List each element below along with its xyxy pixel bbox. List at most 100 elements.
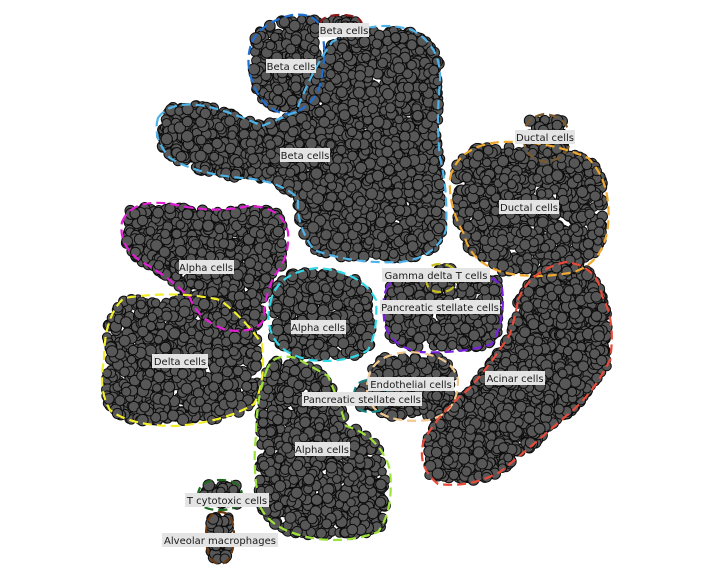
cell-point — [381, 177, 393, 189]
cell-point — [532, 173, 543, 184]
cell-point — [496, 234, 509, 247]
cell-point — [305, 137, 318, 150]
cell-point — [246, 166, 257, 176]
cell-point — [412, 110, 424, 122]
cell-point — [354, 120, 365, 131]
cell-point — [506, 179, 517, 190]
cell-point — [287, 126, 299, 138]
cell-point — [338, 222, 350, 234]
cell-point — [247, 63, 261, 76]
cell-point — [388, 125, 399, 136]
cell-point — [171, 228, 182, 240]
cell-point — [365, 210, 378, 222]
cell-point — [145, 226, 156, 236]
cell-point — [542, 147, 553, 158]
cell-point — [347, 150, 358, 162]
cell-point — [402, 81, 415, 94]
cell-point — [413, 189, 424, 200]
cell-point — [377, 231, 388, 242]
cell-point — [354, 70, 366, 82]
cell-point — [340, 241, 352, 253]
cell-point — [377, 57, 389, 69]
cell-point — [551, 119, 563, 131]
cell-point — [468, 183, 479, 195]
cell-point — [560, 233, 571, 244]
cell-point — [285, 43, 297, 55]
cell-point — [278, 16, 290, 28]
cell-point — [540, 242, 550, 253]
cell-point — [355, 195, 367, 207]
cell-point — [311, 192, 325, 205]
cell-point — [211, 137, 223, 150]
cell-point — [472, 149, 485, 162]
cell-point — [298, 171, 308, 182]
cell-point — [399, 156, 412, 169]
cell-point — [248, 129, 259, 140]
cell-point — [485, 185, 497, 196]
cell-point — [244, 257, 257, 269]
cell-point — [572, 173, 583, 184]
cell-point — [458, 336, 469, 347]
cell-point — [247, 153, 259, 165]
cell-point — [553, 221, 565, 232]
cell-point — [406, 240, 419, 253]
cell-point — [496, 259, 509, 272]
cell-point — [214, 223, 226, 235]
cell-point — [152, 206, 165, 219]
cell-point — [270, 32, 280, 42]
cell-point — [384, 212, 397, 224]
cell-point — [434, 178, 446, 191]
cell-point — [318, 116, 331, 128]
cell-point — [328, 162, 341, 175]
cell-point — [393, 62, 406, 75]
cell-point — [526, 159, 537, 170]
cell-point — [248, 308, 261, 321]
cell-point — [309, 235, 321, 246]
cell-point — [536, 189, 547, 199]
cell-point — [381, 88, 395, 101]
cell-point — [589, 190, 601, 202]
cell-point — [541, 164, 554, 176]
cell-point — [568, 201, 580, 212]
cell-point — [174, 245, 188, 258]
cell-point — [557, 194, 570, 206]
cell-point — [393, 204, 406, 217]
cell-point — [325, 69, 336, 80]
cell-point — [388, 248, 399, 259]
cell-point — [133, 233, 146, 246]
cell-point — [421, 139, 433, 151]
cell-point — [238, 117, 251, 130]
cell-point — [365, 85, 378, 98]
cell-point — [430, 205, 442, 218]
cell-point — [461, 171, 473, 183]
cell-point — [314, 106, 326, 118]
cell-point — [584, 208, 596, 220]
cell-point — [185, 278, 196, 288]
cell-point — [307, 221, 320, 234]
cell-point — [249, 297, 260, 308]
cell-point — [265, 139, 276, 150]
cell-point — [265, 148, 276, 160]
cell-point — [364, 198, 375, 209]
cell-point — [482, 157, 492, 168]
cell-point — [418, 82, 429, 93]
cell-point — [288, 19, 301, 32]
cell-point — [181, 116, 193, 128]
cell-point — [293, 199, 307, 213]
cell-point — [593, 226, 605, 237]
cell-point — [391, 187, 403, 199]
cell-point — [383, 137, 393, 147]
cell-point — [276, 238, 287, 249]
cell-point — [364, 236, 374, 246]
cell-point — [248, 214, 260, 227]
cell-point — [193, 279, 205, 291]
cell-point — [352, 208, 362, 219]
cell-point — [175, 219, 186, 230]
cell-point — [205, 250, 217, 262]
cell-point — [173, 280, 185, 292]
cell-point — [519, 224, 532, 238]
cell-point — [503, 147, 514, 157]
cell-point — [399, 140, 410, 151]
cell-point — [227, 130, 237, 140]
